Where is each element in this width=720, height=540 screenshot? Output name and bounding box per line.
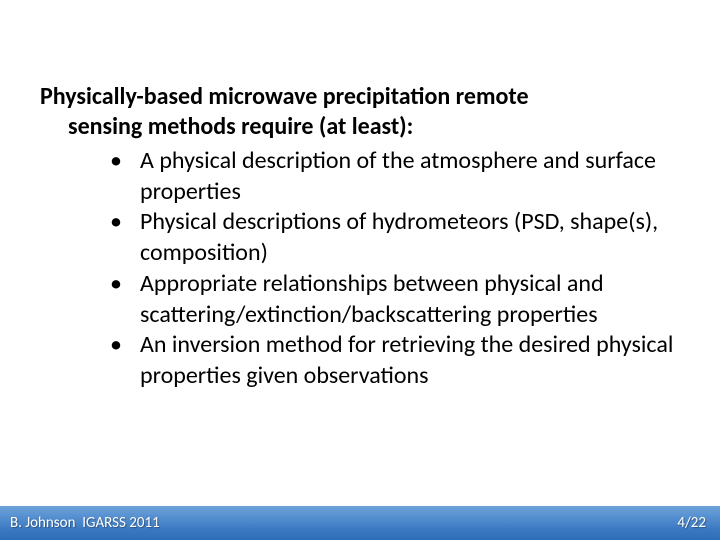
- slide-content: Physically-based microwave precipitation…: [40, 82, 680, 392]
- footer-left: B. Johnson IGARSS 2011: [10, 514, 160, 532]
- heading-line-2: sensing methods require (at least):: [40, 112, 680, 142]
- footer-page-number: 4/22: [677, 514, 706, 532]
- slide: Physically-based microwave precipitation…: [0, 0, 720, 540]
- footer-venue: IGARSS 2011: [82, 514, 159, 532]
- footer-author: B. Johnson: [10, 514, 75, 532]
- bullet-list: A physical description of the atmosphere…: [40, 146, 680, 392]
- list-item: A physical description of the atmosphere…: [40, 146, 680, 207]
- heading-line-1: Physically-based microwave precipitation…: [40, 82, 680, 112]
- list-item: Appropriate relationships between physic…: [40, 269, 680, 330]
- list-item: An inversion method for retrieving the d…: [40, 330, 680, 391]
- list-item: Physical descriptions of hydrometeors (P…: [40, 207, 680, 268]
- slide-footer: B. Johnson IGARSS 2011 4/22: [0, 506, 720, 540]
